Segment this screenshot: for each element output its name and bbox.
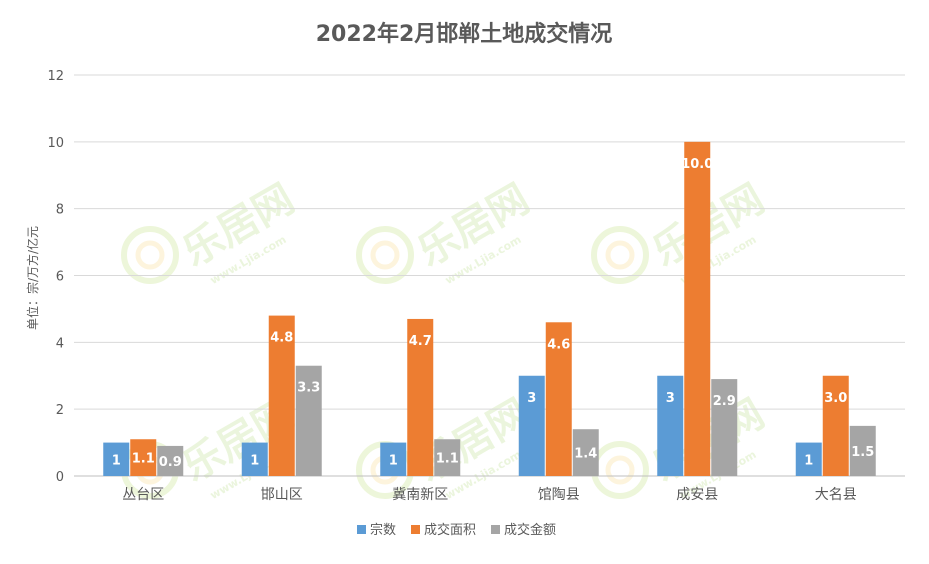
data-label: 1 — [389, 453, 398, 468]
watermark-snail-inner — [605, 240, 635, 270]
data-label: 3 — [527, 391, 536, 406]
bar-成交面积 — [545, 322, 572, 476]
bar-宗数 — [380, 442, 407, 476]
watermark-snail-shell — [591, 226, 649, 284]
watermark-snail-shell — [356, 226, 414, 284]
x-tick-label: 成安县 — [676, 487, 718, 503]
data-label: 4.6 — [547, 337, 570, 352]
y-axis-label: 单位：宗/万方/亿元 — [25, 226, 40, 330]
data-label: 1 — [250, 453, 259, 468]
data-label: 1 — [112, 453, 121, 468]
bar-成交金额 — [849, 425, 876, 476]
bar-成交金额 — [434, 439, 461, 476]
bar-成交金额 — [711, 379, 738, 476]
bar-成交面积 — [268, 315, 295, 476]
legend-item: 成交金额 — [491, 522, 556, 538]
bars-layer — [103, 141, 876, 477]
legend-swatch — [357, 525, 366, 534]
chart-title: 2022年2月邯郸土地成交情况 — [316, 21, 613, 47]
legend-item: 宗数 — [357, 522, 396, 538]
bar-宗数 — [795, 442, 822, 476]
y-tick-label: 4 — [56, 336, 64, 351]
x-tick-label: 冀南新区 — [392, 487, 448, 503]
bar-宗数 — [103, 442, 130, 476]
legend-label: 成交面积 — [424, 522, 476, 538]
x-tick-label: 邯山区 — [261, 487, 303, 503]
y-tick-label: 12 — [47, 69, 64, 84]
bar-成交面积 — [684, 141, 711, 477]
bar-成交金额 — [572, 429, 599, 476]
data-label: 4.7 — [409, 334, 432, 349]
watermark-snail-inner — [370, 240, 400, 270]
bar-成交金额 — [157, 445, 184, 476]
bar-宗数 — [241, 442, 268, 476]
legend-swatch — [491, 525, 500, 534]
legend-item: 成交面积 — [411, 522, 476, 538]
legend-swatch — [411, 525, 420, 534]
x-tick-label: 大名县 — [815, 487, 857, 503]
y-tick-label: 10 — [47, 136, 64, 151]
bar-宗数 — [657, 375, 684, 476]
y-tick-label: 0 — [56, 470, 64, 485]
data-label: 2.9 — [713, 394, 736, 409]
data-labels-layer: 1 1.1 0.9 1 4.8 3.3 1 4.7 1.1 3 4.6 1.4 3 10.0 2.9 1 3.0… — [112, 157, 875, 470]
watermark-snail-shell — [591, 441, 649, 499]
bar-成交面积 — [130, 439, 157, 476]
data-label: 1.1 — [132, 452, 155, 467]
data-label: 3.3 — [297, 381, 320, 396]
data-label: 10.0 — [681, 157, 713, 172]
watermark-snail-shell — [121, 226, 179, 284]
y-tick-label: 6 — [56, 270, 64, 285]
y-tick-label: 2 — [56, 403, 64, 418]
data-label: 1.1 — [436, 452, 459, 467]
bar-成交面积 — [407, 318, 434, 476]
bar-宗数 — [518, 375, 545, 476]
axes-layer: 0 2 4 6 8 10 12 丛台区 邯山区 冀南新区 馆陶县 成安县 大名县 — [47, 69, 856, 503]
x-tick-label: 丛台区 — [122, 487, 164, 503]
legend: 宗数 成交面积 成交金额 — [357, 522, 556, 538]
bar-成交金额 — [295, 365, 322, 476]
data-label: 3 — [666, 391, 675, 406]
data-label: 1.4 — [574, 447, 597, 462]
watermark-snail-inner — [135, 240, 165, 270]
y-tick-label: 8 — [56, 203, 64, 218]
data-label: 3.0 — [824, 391, 847, 406]
legend-label: 成交金额 — [504, 522, 556, 538]
legend-label: 宗数 — [370, 522, 396, 538]
watermark-snail-inner — [605, 455, 635, 485]
bar-成交面积 — [822, 375, 849, 476]
data-label: 1.5 — [851, 445, 874, 460]
grid-lines — [74, 74, 905, 477]
data-label: 0.9 — [159, 455, 182, 470]
data-label: 4.8 — [270, 331, 293, 346]
data-label: 1 — [804, 453, 813, 468]
x-tick-label: 馆陶县 — [538, 487, 580, 503]
